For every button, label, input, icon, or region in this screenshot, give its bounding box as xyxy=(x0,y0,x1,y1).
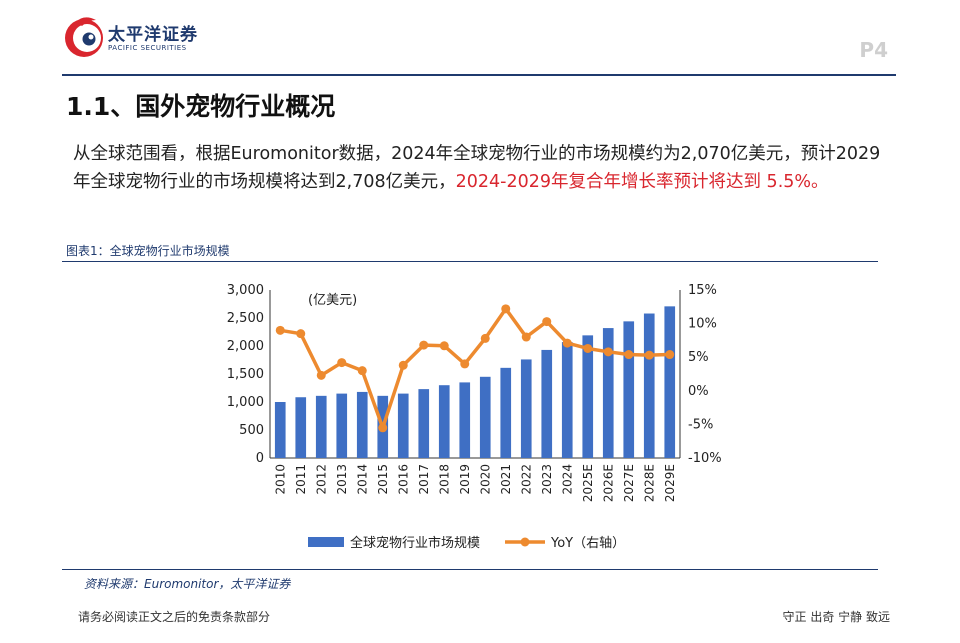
paragraph-highlight: 2024-2029年复合年增长率预计将达到 5.5%。 xyxy=(455,172,829,192)
yoy-point xyxy=(542,317,552,327)
figure-source: 资料来源：Euromonitor，太平洋证券 xyxy=(84,577,291,591)
x-tick-label: 2029E xyxy=(663,464,677,502)
bar xyxy=(459,382,471,458)
yoy-point xyxy=(378,423,388,433)
bar xyxy=(397,393,409,458)
yoy-point xyxy=(419,340,429,350)
yoy-point xyxy=(275,325,285,335)
bar xyxy=(295,397,307,458)
yoy-point xyxy=(583,343,593,353)
bar xyxy=(520,359,532,458)
x-tick-label: 2020 xyxy=(478,464,492,495)
body-paragraph: 从全球范围看，根据Euromonitor数据，2024年全球宠物行业的市场规模约… xyxy=(73,140,888,196)
x-tick-label: 2018 xyxy=(437,464,451,495)
bar xyxy=(356,391,368,458)
bar xyxy=(602,328,614,458)
x-tick-label: 2015 xyxy=(376,464,390,495)
x-tick-label: 2022 xyxy=(519,464,533,495)
left-tick-label: 0 xyxy=(256,451,264,466)
yoy-point xyxy=(665,350,675,360)
market-size-chart: 0 500 1,000 1,500 2,000 2,500 3,000 -10% -5% 0% 5%… xyxy=(227,283,722,551)
left-tick-label: 500 xyxy=(239,423,264,438)
right-tick-label: 0% xyxy=(688,384,709,399)
x-tick-label: 2027E xyxy=(622,464,636,502)
right-tick-label: -10% xyxy=(688,451,722,466)
brand-name-cn: 太平洋证券 xyxy=(108,25,198,45)
x-tick-label: 2012 xyxy=(314,464,328,495)
x-tick-label: 2024 xyxy=(560,464,574,495)
bar xyxy=(643,313,655,458)
company-logo: 太平洋证券 PACIFIC SECURITIES xyxy=(62,12,197,62)
bar xyxy=(274,402,286,458)
yoy-point xyxy=(316,370,326,380)
bar xyxy=(479,376,491,458)
figure-divider xyxy=(62,261,878,262)
yoy-point xyxy=(480,333,490,343)
x-tick-label: 2028E xyxy=(642,464,656,502)
legend-bar-swatch xyxy=(308,537,344,547)
right-tick-label: 5% xyxy=(688,350,709,365)
section-title: 1.1、国外宠物行业概况 xyxy=(66,92,336,121)
unit-label: (亿美元) xyxy=(308,293,357,308)
left-tick-label: 2,000 xyxy=(227,339,264,354)
yoy-point xyxy=(624,350,634,360)
yoy-point xyxy=(398,360,408,370)
left-tick-label: 1,500 xyxy=(227,367,264,382)
bar xyxy=(664,306,676,458)
footer-motto: 守正 出奇 宁静 致远 xyxy=(782,610,890,624)
left-tick-label: 1,000 xyxy=(227,395,264,410)
x-tick-label: 2019 xyxy=(458,464,472,495)
footer-disclaimer: 请务必阅读正文之后的免责条款部分 xyxy=(78,610,271,624)
x-tick-label: 2014 xyxy=(355,464,369,495)
right-tick-label: 15% xyxy=(688,283,717,298)
legend-bar-label: 全球宠物行业市场规模 xyxy=(350,535,480,551)
bar xyxy=(582,335,594,458)
left-tick-label: 3,000 xyxy=(227,283,264,298)
header-divider xyxy=(62,74,896,76)
pacific-securities-logo-icon xyxy=(65,17,103,57)
yoy-point xyxy=(501,304,511,314)
paragraph-text: 从全球范围看，根据Euromonitor数据，2024年全球宠物行业的市场规模约… xyxy=(73,144,881,192)
figure-title: 图表1：全球宠物行业市场规模 xyxy=(66,244,230,258)
right-tick-label: -5% xyxy=(688,417,713,432)
x-tick-label: 2016 xyxy=(396,464,410,495)
page-number: P4 xyxy=(859,38,888,62)
bar xyxy=(336,393,348,458)
yoy-point xyxy=(296,329,306,339)
legend-line-marker xyxy=(520,537,530,547)
x-tick-label: 2013 xyxy=(335,464,349,495)
yoy-point xyxy=(644,350,654,360)
x-tick-label: 2011 xyxy=(294,464,308,495)
left-tick-label: 2,500 xyxy=(227,311,264,326)
yoy-point xyxy=(562,338,572,348)
source-divider xyxy=(62,569,878,570)
bar xyxy=(315,395,327,458)
bar xyxy=(438,385,450,458)
right-tick-label: 10% xyxy=(688,317,717,332)
yoy-point xyxy=(357,366,367,376)
yoy-point xyxy=(603,347,613,357)
x-tick-label: 2023 xyxy=(540,464,554,495)
bar xyxy=(541,349,553,458)
yoy-point xyxy=(337,358,347,368)
x-tick-label: 2010 xyxy=(273,464,287,495)
bar xyxy=(623,321,635,458)
x-tick-label: 2025E xyxy=(581,464,595,502)
yoy-point xyxy=(439,341,449,351)
yoy-point xyxy=(460,359,470,369)
bar xyxy=(500,367,512,458)
x-tick-label: 2017 xyxy=(417,464,431,495)
brand-name-en: PACIFIC SECURITIES xyxy=(108,44,187,52)
x-tick-label: 2021 xyxy=(499,464,513,495)
x-tick-label: 2026E xyxy=(601,464,615,502)
legend-line-label: YoY（右轴） xyxy=(550,536,625,551)
bar xyxy=(418,389,430,458)
yoy-point xyxy=(521,332,531,342)
bar xyxy=(561,342,573,458)
